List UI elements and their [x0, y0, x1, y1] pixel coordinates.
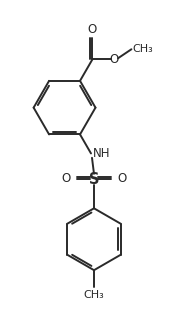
Text: CH₃: CH₃: [84, 289, 104, 299]
Text: O: O: [61, 172, 71, 185]
Text: O: O: [117, 172, 127, 185]
Text: NH: NH: [93, 147, 110, 160]
Text: O: O: [110, 53, 119, 66]
Text: S: S: [89, 172, 99, 187]
Text: CH₃: CH₃: [132, 44, 153, 54]
Text: O: O: [88, 23, 97, 36]
